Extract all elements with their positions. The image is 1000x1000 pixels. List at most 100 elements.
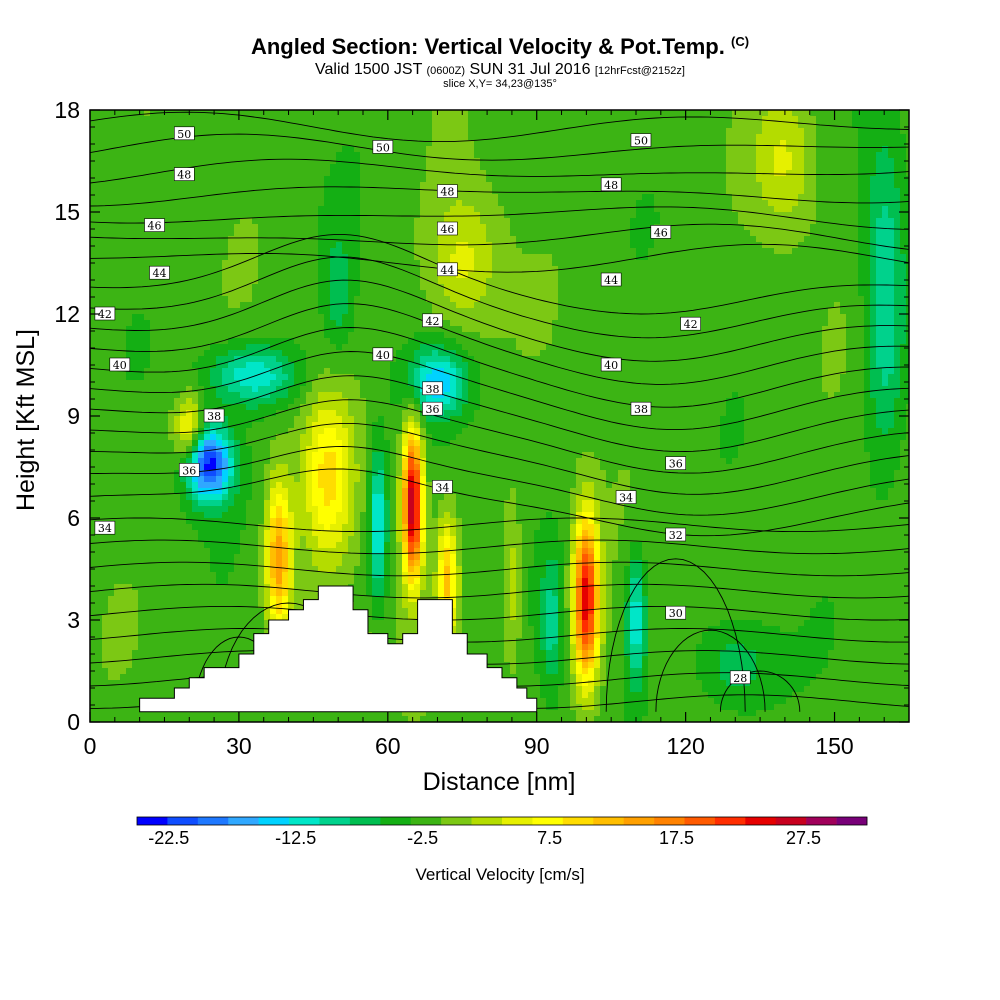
velocity-cell [246,140,253,147]
velocity-cell [114,134,121,141]
velocity-cell [186,116,193,123]
velocity-cell [366,584,373,591]
velocity-cell [138,374,145,381]
velocity-cell [132,206,139,213]
velocity-cell [102,566,109,573]
velocity-cell [318,146,325,153]
velocity-cell [294,362,301,369]
velocity-cell [300,560,307,567]
velocity-cell [240,500,247,507]
velocity-cell [168,254,175,261]
velocity-cell [360,302,367,309]
velocity-cell [288,530,295,537]
velocity-cell [96,446,103,453]
velocity-cell [228,488,235,495]
velocity-cell [162,380,169,387]
velocity-cell [234,290,241,297]
velocity-cell [144,176,151,183]
velocity-cell [246,212,253,219]
velocity-cell [192,536,199,543]
velocity-cell [300,116,307,123]
velocity-cell [210,224,217,231]
velocity-cell [252,548,259,555]
velocity-cell [228,716,235,722]
velocity-cell [312,164,319,171]
velocity-cell [120,188,127,195]
velocity-cell [312,566,319,573]
velocity-cell [348,314,355,321]
velocity-cell [360,482,367,489]
velocity-cell [96,110,103,117]
velocity-cell [378,338,385,345]
velocity-cell [210,662,217,669]
velocity-cell [108,656,115,663]
velocity-cell [210,284,217,291]
velocity-cell [342,194,349,201]
velocity-cell [114,716,121,722]
velocity-cell [378,302,385,309]
velocity-cell [216,578,223,585]
velocity-cell [156,596,163,603]
velocity-cell [306,380,313,387]
velocity-cell [378,398,385,405]
velocity-cell [186,656,193,663]
velocity-cell [360,218,367,225]
velocity-cell [330,266,337,273]
velocity-cell [132,380,139,387]
velocity-cell [348,326,355,333]
velocity-cell [132,674,139,681]
velocity-cell [234,152,241,159]
velocity-cell [378,494,385,501]
velocity-cell [204,404,211,411]
velocity-cell [312,314,319,321]
velocity-cell [192,494,199,501]
velocity-cell [162,716,169,722]
velocity-cell [294,386,301,393]
velocity-cell [102,614,109,621]
velocity-cell [138,350,145,357]
velocity-cell [210,326,217,333]
velocity-cell [186,668,193,675]
velocity-cell [300,494,307,501]
velocity-cell [288,356,295,363]
velocity-cell [360,332,367,339]
velocity-cell [180,272,187,279]
velocity-cell [312,404,319,411]
velocity-cell [90,122,97,129]
velocity-cell [210,536,217,543]
velocity-cell [288,506,295,513]
velocity-cell [204,278,211,285]
velocity-cell [126,176,133,183]
velocity-cell [348,242,355,249]
velocity-cell [180,254,187,261]
velocity-cell [294,254,301,261]
velocity-cell [102,218,109,225]
velocity-cell [144,686,151,693]
velocity-cell [132,494,139,501]
velocity-cell [336,272,343,279]
velocity-cell [276,116,283,123]
velocity-cell [324,338,331,345]
velocity-cell [330,164,337,171]
velocity-cell [366,524,373,531]
velocity-cell [150,680,157,687]
velocity-cell [312,518,319,525]
velocity-cell [336,512,343,519]
velocity-cell [138,308,145,315]
velocity-cell [150,608,157,615]
velocity-cell [102,110,109,117]
velocity-cell [174,344,181,351]
velocity-cell [132,602,139,609]
velocity-cell [90,308,97,315]
velocity-cell [252,296,259,303]
velocity-cell [114,290,121,297]
velocity-cell [180,386,187,393]
velocity-cell [336,290,343,297]
velocity-cell [300,224,307,231]
velocity-cell [354,470,361,477]
velocity-cell [216,260,223,267]
velocity-cell [318,434,325,441]
velocity-cell [210,350,217,357]
velocity-cell [300,158,307,165]
velocity-cell [252,152,259,159]
